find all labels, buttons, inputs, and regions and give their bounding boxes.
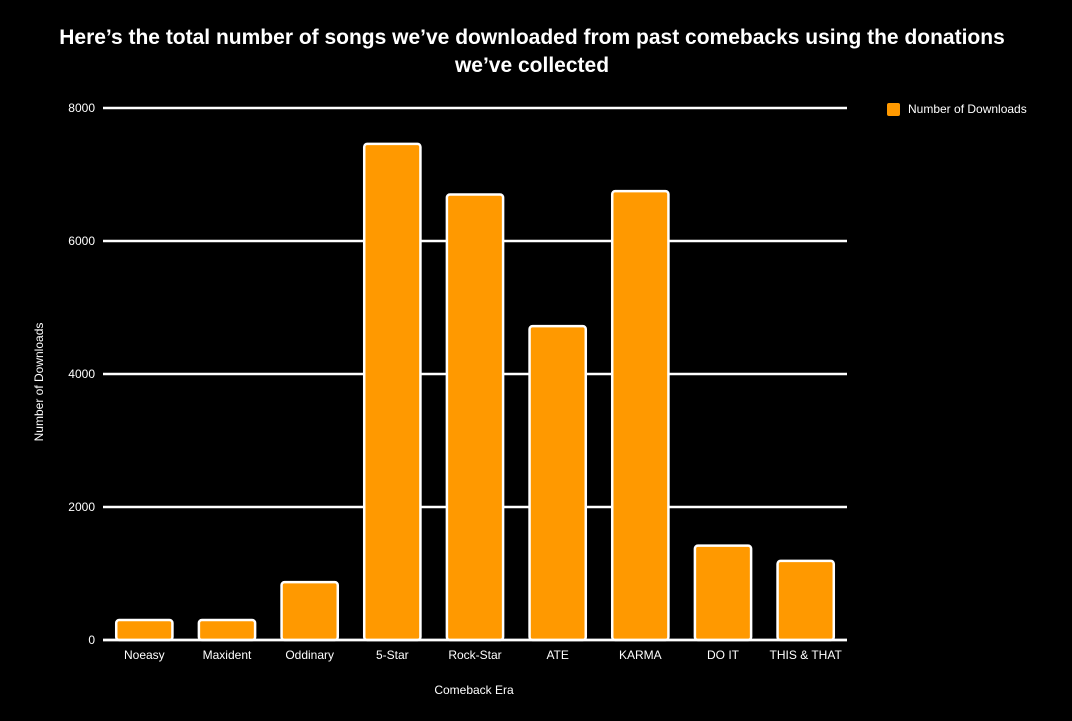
bar-karma — [610, 189, 670, 642]
y-axis-label: Number of Downloads — [32, 323, 46, 442]
bar-5-star — [362, 142, 422, 642]
x-tick-label: Maxident — [203, 648, 252, 662]
x-tick-label: Noeasy — [124, 648, 165, 662]
y-tick-label: 8000 — [68, 101, 95, 115]
bar-do-it — [693, 544, 753, 642]
x-tick-labels: Noeasy Maxident Oddinary 5-Star Rock-Star ATE… — [124, 648, 842, 662]
y-tick-label: 4000 — [68, 367, 95, 381]
bar-maxident — [197, 618, 257, 642]
bar-this-that — [776, 559, 836, 642]
bar-oddinary — [280, 580, 340, 642]
legend: Number of Downloads — [887, 102, 1027, 116]
bar-noeasy — [114, 618, 174, 642]
x-tick-label: ATE — [546, 648, 568, 662]
x-tick-label: Oddinary — [285, 648, 334, 662]
y-tick-label: 6000 — [68, 234, 95, 248]
x-tick-label: DO IT — [707, 648, 740, 662]
y-tick-labels: 0 2000 4000 6000 8000 — [68, 101, 95, 647]
legend-label: Number of Downloads — [908, 102, 1027, 116]
y-tick-label: 2000 — [68, 500, 95, 514]
legend-swatch — [887, 102, 900, 116]
bars — [103, 142, 847, 642]
x-tick-label: THIS & THAT — [770, 648, 843, 662]
y-tick-label: 0 — [88, 633, 95, 647]
chart-title-line-2: we’ve collected — [454, 54, 610, 77]
x-tick-label: 5-Star — [376, 648, 409, 662]
bar-ate — [528, 324, 588, 642]
chart-title-line-1: Here’s the total number of songs we’ve d… — [59, 26, 1005, 49]
chart-title: Here’s the total number of songs we’ve d… — [0, 24, 1064, 80]
x-tick-label: Rock-Star — [448, 648, 501, 662]
bar-rock-star — [445, 193, 505, 642]
x-tick-label: KARMA — [619, 648, 662, 662]
x-axis-label: Comeback Era — [434, 683, 514, 697]
